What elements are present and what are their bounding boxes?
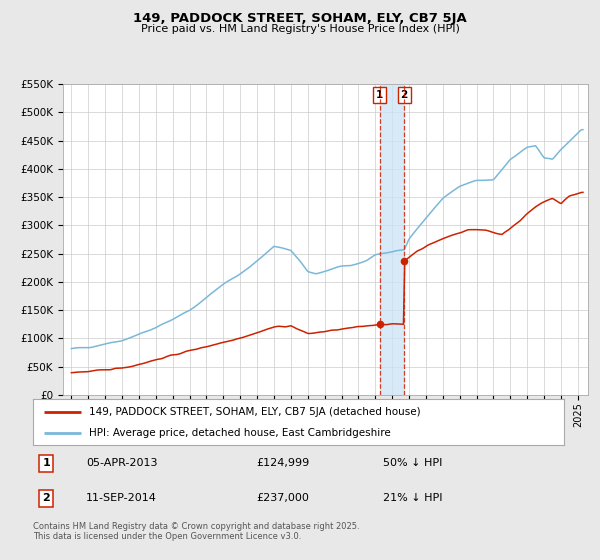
Text: 2: 2 [401, 90, 408, 100]
Text: 149, PADDOCK STREET, SOHAM, ELY, CB7 5JA (detached house): 149, PADDOCK STREET, SOHAM, ELY, CB7 5JA… [89, 407, 421, 417]
Text: Price paid vs. HM Land Registry's House Price Index (HPI): Price paid vs. HM Land Registry's House … [140, 24, 460, 34]
Text: £124,999: £124,999 [256, 459, 309, 468]
Text: 05-APR-2013: 05-APR-2013 [86, 459, 158, 468]
Text: 50% ↓ HPI: 50% ↓ HPI [383, 459, 443, 468]
Text: £237,000: £237,000 [256, 493, 309, 503]
Text: HPI: Average price, detached house, East Cambridgeshire: HPI: Average price, detached house, East… [89, 428, 391, 438]
Bar [380, 84, 404, 395]
Text: 11-SEP-2014: 11-SEP-2014 [86, 493, 157, 503]
Text: 21% ↓ HPI: 21% ↓ HPI [383, 493, 443, 503]
Text: 1: 1 [376, 90, 383, 100]
Text: Contains HM Land Registry data © Crown copyright and database right 2025.
This d: Contains HM Land Registry data © Crown c… [33, 522, 359, 542]
Text: 149, PADDOCK STREET, SOHAM, ELY, CB7 5JA: 149, PADDOCK STREET, SOHAM, ELY, CB7 5JA [133, 12, 467, 25]
Text: 2: 2 [43, 493, 50, 503]
Text: 1: 1 [43, 459, 50, 468]
